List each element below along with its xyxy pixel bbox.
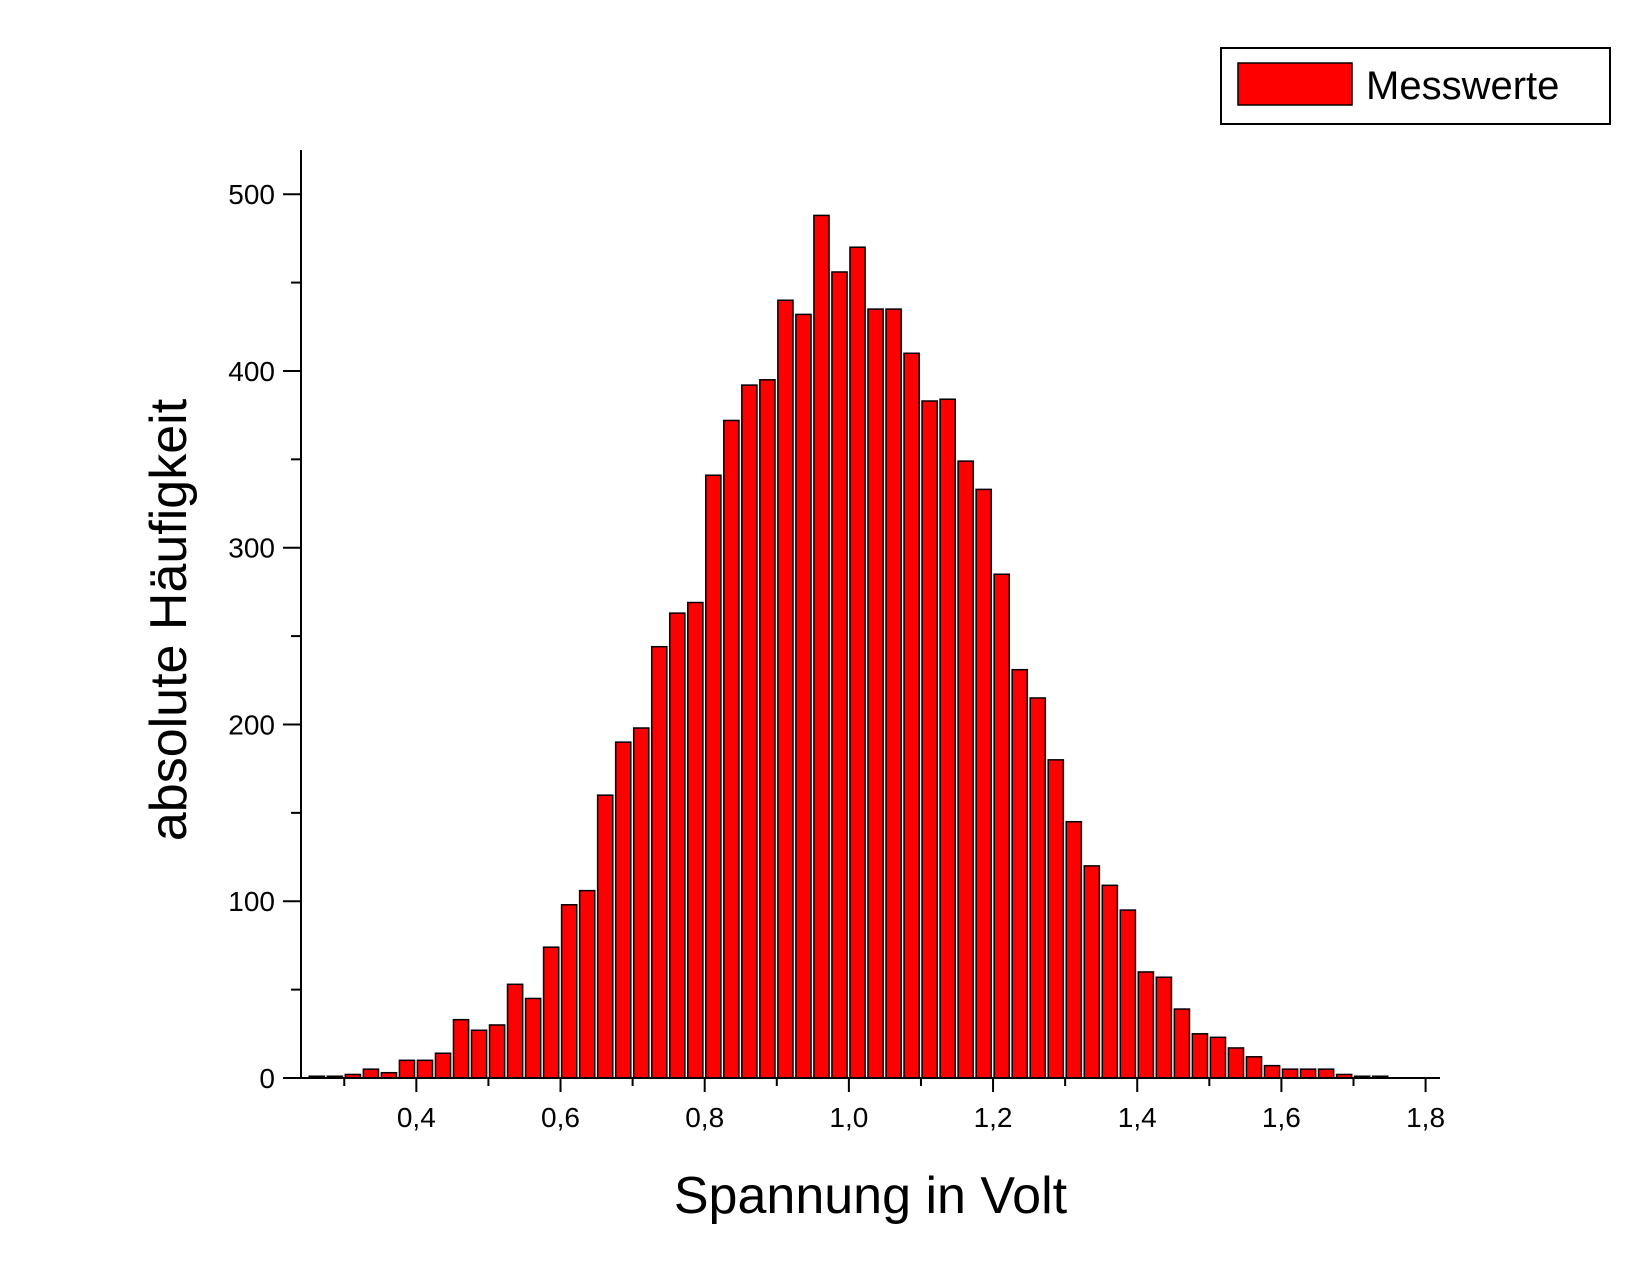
x-tick-label: 1,0 — [829, 1102, 868, 1133]
bar — [957, 460, 974, 1079]
bar — [650, 645, 668, 1079]
bar — [1011, 668, 1029, 1079]
bar — [993, 573, 1011, 1079]
bar — [1155, 976, 1173, 1079]
bar — [1227, 1047, 1245, 1079]
bar — [1281, 1068, 1299, 1079]
bar — [831, 271, 848, 1079]
bar — [813, 214, 830, 1079]
bar — [560, 904, 578, 1079]
bar — [1263, 1064, 1281, 1079]
x-axis-ticks: 0,4 0,6 0,8 1,0 1,2 1,4 1,6 1,8 — [343, 1078, 1445, 1133]
bar — [632, 727, 650, 1079]
bar — [795, 313, 812, 1079]
bar — [1083, 865, 1101, 1079]
bar — [849, 246, 866, 1079]
bar — [1029, 697, 1047, 1079]
y-tick-label: 400 — [228, 356, 275, 387]
x-tick-label: 1,2 — [974, 1102, 1013, 1133]
bar — [1101, 884, 1119, 1079]
bar — [1137, 971, 1155, 1079]
y-tick-label: 100 — [228, 886, 275, 917]
bar — [885, 308, 902, 1079]
bar — [759, 379, 776, 1079]
bar — [1209, 1036, 1227, 1079]
bar — [687, 601, 704, 1079]
bar — [1299, 1068, 1317, 1079]
y-tick-label: 200 — [228, 709, 275, 740]
bar — [488, 1024, 506, 1079]
bar — [542, 946, 560, 1079]
bar — [524, 997, 542, 1079]
bar — [723, 419, 740, 1079]
bar — [1173, 1008, 1191, 1079]
x-tick-label: 1,6 — [1262, 1102, 1301, 1133]
bar — [1191, 1033, 1209, 1079]
bar — [777, 299, 794, 1079]
bar — [614, 741, 632, 1079]
bar — [506, 983, 524, 1079]
bar — [398, 1059, 416, 1079]
bar-series — [308, 214, 1389, 1079]
x-tick-label: 1,8 — [1406, 1102, 1445, 1133]
legend: Messwerte — [1220, 47, 1611, 125]
y-tick-label: 500 — [228, 179, 275, 210]
y-tick-label: 0 — [259, 1063, 275, 1094]
x-axis-title: Spannung in Volt — [674, 1167, 1068, 1225]
bar — [434, 1052, 452, 1079]
bar — [470, 1029, 488, 1079]
bar — [1119, 909, 1137, 1079]
y-axis-ticks: 0 100 200 300 400 500 — [228, 179, 301, 1094]
bar — [921, 400, 938, 1079]
legend-swatch — [1237, 62, 1353, 106]
legend-label: Messwerte — [1366, 64, 1559, 108]
bar — [741, 384, 758, 1079]
bar — [1047, 759, 1065, 1079]
axes: 0 100 200 300 400 500 0,4 0,6 0,8 1,0 1,2 1,4 1,6 1,… — [228, 150, 1445, 1133]
bar — [362, 1068, 380, 1079]
bar — [668, 612, 686, 1079]
x-tick-label: 0,8 — [685, 1102, 724, 1133]
bar — [596, 794, 614, 1079]
y-axis-title: absolute Häufigkeit — [140, 398, 198, 841]
bar — [416, 1059, 434, 1079]
bar — [705, 474, 722, 1079]
bar — [939, 398, 956, 1079]
bar — [1245, 1056, 1263, 1079]
x-tick-label: 0,6 — [541, 1102, 580, 1133]
bar — [1065, 820, 1083, 1079]
y-tick-label: 300 — [228, 533, 275, 564]
x-tick-label: 0,4 — [397, 1102, 436, 1133]
bar — [867, 308, 884, 1079]
x-tick-label: 1,4 — [1118, 1102, 1157, 1133]
bar — [578, 889, 596, 1079]
bar — [903, 352, 920, 1079]
bar — [975, 488, 992, 1079]
bar — [1317, 1068, 1335, 1079]
bar — [452, 1018, 470, 1079]
